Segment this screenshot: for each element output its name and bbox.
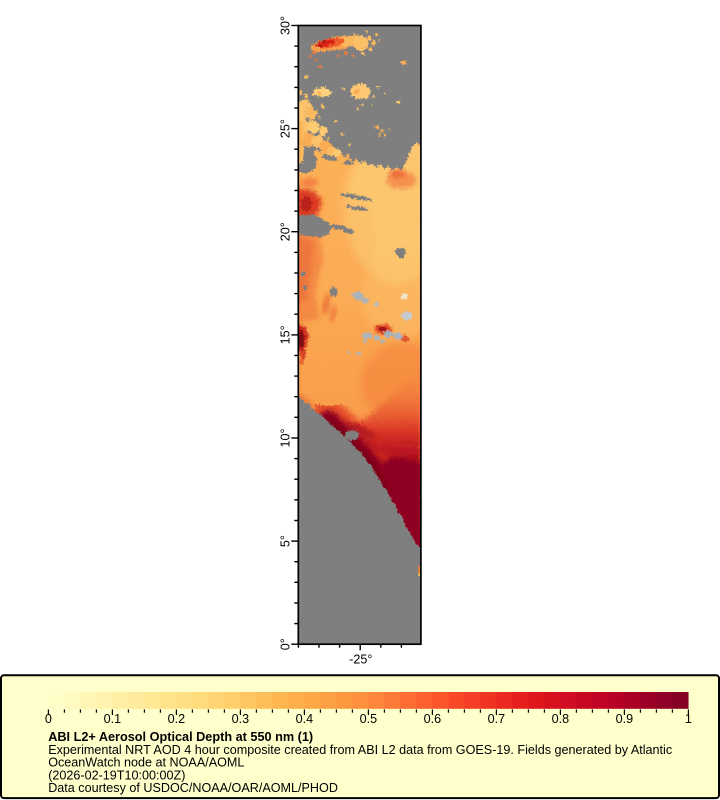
svg-text:0: 0	[45, 712, 52, 726]
svg-text:30°: 30°	[279, 16, 293, 35]
svg-text:Experimental NRT AOD 4 hour co: Experimental NRT AOD 4 hour composite cr…	[48, 743, 672, 757]
svg-text:0°: 0°	[279, 638, 293, 650]
svg-text:ABI L2+ Aerosol Optical Depth: ABI L2+ Aerosol Optical Depth at 550 nm …	[48, 730, 313, 744]
svg-text:-25°: -25°	[349, 653, 372, 667]
svg-text:0.9: 0.9	[616, 712, 634, 726]
svg-text:(2026-02-19T10:00:00Z): (2026-02-19T10:00:00Z)	[48, 768, 185, 782]
svg-text:0.7: 0.7	[488, 712, 506, 726]
svg-text:5°: 5°	[279, 535, 293, 547]
svg-text:0.5: 0.5	[360, 712, 378, 726]
svg-text:1: 1	[685, 712, 692, 726]
svg-text:0.6: 0.6	[424, 712, 442, 726]
svg-text:0.1: 0.1	[104, 712, 122, 726]
svg-text:25°: 25°	[279, 119, 293, 138]
svg-text:0.3: 0.3	[232, 712, 250, 726]
svg-text:0.2: 0.2	[168, 712, 186, 726]
svg-text:0.4: 0.4	[296, 712, 314, 726]
svg-text:Data courtesy of USDOC/NOAA/OA: Data courtesy of USDOC/NOAA/OAR/AOML/PHO…	[48, 781, 338, 795]
svg-text:20°: 20°	[279, 222, 293, 241]
svg-text:0.8: 0.8	[552, 712, 570, 726]
svg-text:10°: 10°	[279, 428, 293, 447]
svg-text:15°: 15°	[279, 325, 293, 344]
svg-text:OceanWatch node at NOAA/AOML: OceanWatch node at NOAA/AOML	[48, 756, 244, 770]
